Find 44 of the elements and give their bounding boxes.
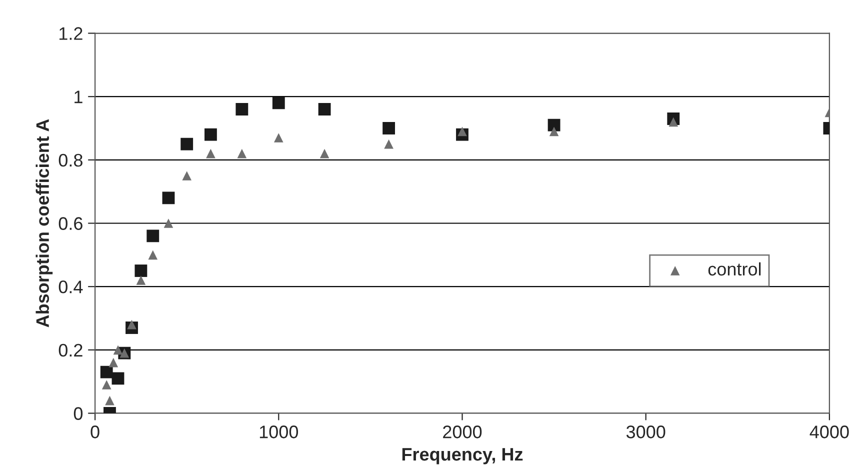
point [237,148,247,158]
point [204,128,217,141]
point [162,192,175,204]
y-tick-label: 0.6 [58,217,82,230]
point [274,133,284,142]
point [272,96,285,110]
point [113,345,123,355]
x-tick-label: 1000 [260,426,298,438]
x-tick-label: 4000 [810,426,849,438]
point [668,117,678,127]
x-tick-label: 0 [90,426,100,438]
point [146,230,160,242]
point [134,264,148,277]
point [112,372,124,385]
point [206,148,216,158]
point [384,139,394,149]
y-axis-title: Absorption coefficient A [36,119,53,328]
y-tick-label: 0 [74,407,83,420]
point [236,103,248,116]
point [164,218,174,228]
point [180,138,194,150]
point [318,103,331,116]
point [148,250,158,260]
point [320,148,330,158]
x-tick-label: 3000 [626,426,666,438]
point [102,380,112,390]
point [127,320,136,330]
y-tick-label: 0.4 [58,280,83,294]
x-axis-title: Frequency, Hz [402,448,523,464]
y-tick-label: 0.2 [58,344,82,357]
legend-label: control [708,262,761,276]
y-tick-label: 0.8 [58,154,82,167]
point [105,396,114,406]
point [458,126,467,136]
point [136,276,146,285]
point [182,171,192,180]
point [382,122,396,134]
x-tick-label: 2000 [443,426,482,438]
point [100,366,113,378]
point [549,126,559,136]
point [108,358,118,368]
y-tick-label: 1.2 [60,27,82,40]
point [548,118,560,132]
y-tick-label: 1 [74,90,82,104]
